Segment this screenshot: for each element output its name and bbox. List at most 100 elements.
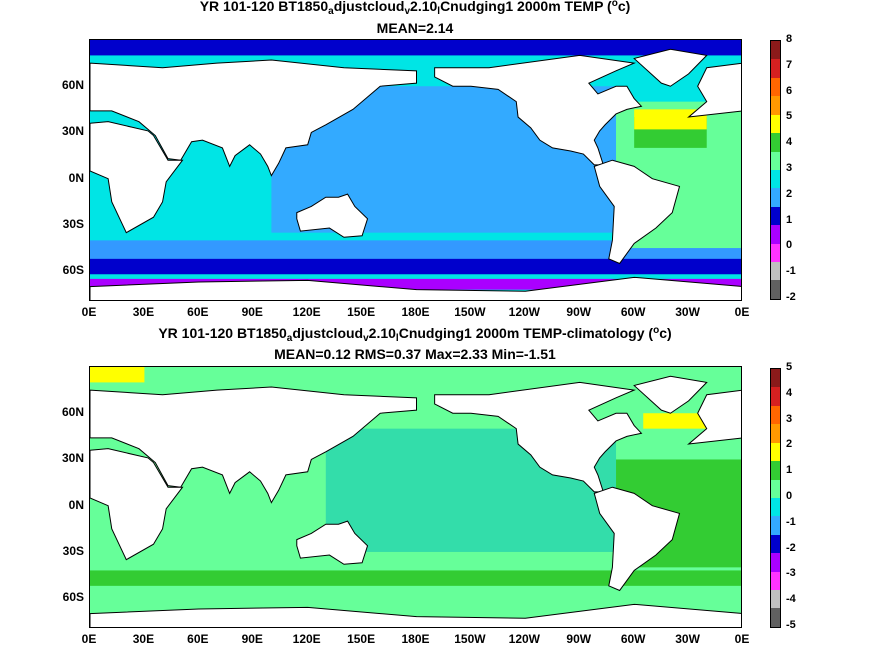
ocean-southern-band [90, 240, 741, 264]
x-tick-label: 120E [292, 305, 321, 319]
colorbar-segment [771, 387, 780, 406]
ocean-arctic [90, 40, 741, 56]
colorbar-tick-label: 0 [786, 239, 793, 252]
colorbar-segment [771, 188, 780, 207]
title-sub: a [328, 6, 334, 17]
colorbar-tick-label: 0 [786, 490, 793, 502]
colorbar-tick-label: 3 [786, 162, 793, 174]
colorbar-segment [771, 169, 780, 189]
x-tick-label: 90E [241, 632, 263, 646]
title-text: djustcloud [333, 0, 405, 14]
x-tick-label: 150W [454, 305, 486, 319]
colorbar-segment [771, 424, 780, 443]
land-antarctica [90, 276, 741, 300]
colorbar-tick-label: 1 [786, 464, 793, 477]
x-tick-label: 90W [566, 305, 592, 319]
x-tick-label: 0E [734, 632, 750, 646]
y-tick-label: 60N [61, 78, 84, 93]
colorbar-tick-label: 4 [786, 386, 793, 399]
land-greenland [633, 375, 708, 414]
ocean-southern-band [90, 570, 741, 586]
colorbar-tick-label: -2 [786, 541, 796, 554]
land-australia [296, 520, 369, 565]
ocean-antarctic-coast [90, 278, 741, 290]
x-tick-label: 120W [508, 305, 540, 319]
colorbar-segment [771, 479, 780, 498]
title-sub: a [286, 333, 293, 344]
colorbar-segment [771, 243, 780, 263]
land-australia [296, 193, 369, 238]
colorbar-segment [771, 461, 780, 480]
top-title: YR 101-120 BT1850adjustcloudv2.10lCnudgi… [0, 0, 830, 17]
x-tick-label: 60W [620, 305, 646, 319]
land-eurasia [90, 59, 417, 177]
x-tick-label: 150E [347, 305, 376, 319]
colorbar-segment [771, 225, 780, 244]
colorbar-tick-label: 4 [786, 136, 793, 149]
map-panel-bottom [89, 366, 742, 628]
colorbar-segment [771, 133, 780, 152]
colorbar-segment [771, 96, 780, 115]
colorbar-tick-label: -1 [786, 265, 796, 278]
y-tick-label: 0N [68, 170, 84, 185]
title-text: c) [659, 325, 672, 341]
x-tick-label: 120E [292, 632, 321, 646]
colorbar-segment [771, 41, 780, 60]
x-tick-label: 30E [132, 305, 155, 319]
land-europe-east [687, 389, 741, 445]
ocean-north-atlantic-anomaly [643, 413, 707, 429]
colorbar-tick-label: 6 [786, 84, 793, 97]
y-tick-label: 60S [62, 590, 84, 605]
map-svg-bottom [90, 367, 741, 627]
x-tick-label: 120W [508, 632, 540, 646]
y-tick-label: 30S [62, 216, 84, 231]
land-antarctica [90, 603, 741, 627]
x-tick-label: 60W [620, 632, 646, 646]
colorbar-tick-label: -2 [786, 291, 796, 303]
land-europe-east [687, 62, 741, 118]
colorbar-tick-label: 3 [786, 412, 793, 425]
x-tick-label: 0E [734, 305, 750, 319]
colorbar-tick-label: 7 [786, 58, 793, 71]
colorbar-segment [771, 59, 780, 78]
land-africa [90, 448, 184, 561]
colorbar-tick-label: 8 [786, 33, 793, 45]
colorbar-tick-label: 5 [786, 110, 793, 123]
y-tick-label: 60N [61, 405, 84, 420]
colorbar-segment [771, 77, 780, 97]
title-text: YR 101-120 BT1850 [158, 325, 287, 341]
x-tick-label: 0E [81, 632, 97, 646]
x-tick-label: 90E [241, 305, 263, 319]
colorbar-segment [771, 262, 780, 281]
colorbar-segment [771, 280, 780, 299]
colorbar-tick-label: 2 [786, 438, 793, 451]
land-north-america [434, 54, 643, 166]
x-tick-label: 60E [187, 305, 209, 319]
bottom-subtitle: MEAN=0.12 RMS=0.37 Max=2.33 Min=-1.51 [274, 346, 556, 362]
colorbar-tick-label: 5 [786, 361, 793, 373]
colorbar-segment [771, 497, 780, 517]
x-tick-label: 60E [187, 632, 209, 646]
title-sub: v [404, 6, 411, 17]
colorbar-segment [771, 590, 780, 609]
title-text: 2.10 [410, 0, 438, 14]
map-panel-top [89, 39, 742, 301]
title-sub: l [437, 6, 441, 17]
colorbar-segment [771, 608, 780, 627]
colorbar-segment [771, 516, 780, 535]
colorbar-segment [771, 405, 780, 425]
map-svg-top [90, 40, 741, 300]
top-subtitle: MEAN=2.14 [376, 20, 454, 36]
title-sub: l [395, 333, 399, 344]
x-tick-label: 30W [675, 305, 700, 319]
ocean-arctic-anomaly [90, 367, 145, 383]
title-sup: o [611, 0, 618, 9]
x-tick-label: 150W [454, 632, 486, 646]
colorbar-segment [771, 571, 780, 591]
colorbar-bottom [770, 368, 781, 628]
colorbar-segment [771, 206, 780, 226]
land-africa [90, 121, 184, 234]
land-north-america [434, 381, 643, 493]
colorbar-segment [771, 369, 780, 388]
colorbar-top [770, 40, 781, 300]
